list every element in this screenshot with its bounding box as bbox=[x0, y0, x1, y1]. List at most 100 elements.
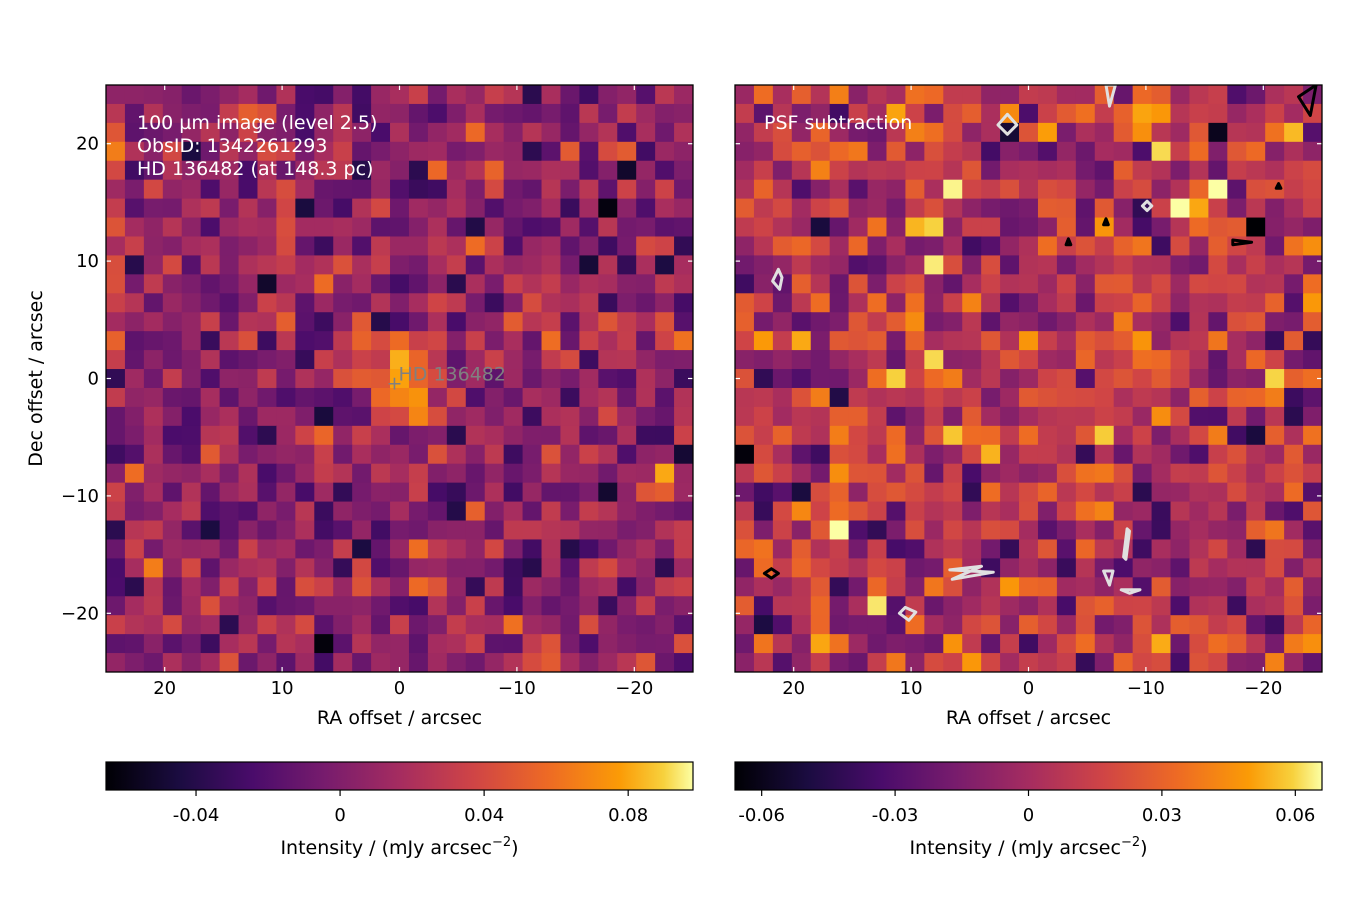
heatmap-cell bbox=[772, 369, 793, 389]
heatmap-cell bbox=[238, 577, 259, 597]
heatmap-cell bbox=[200, 520, 221, 541]
heatmap-cell bbox=[484, 312, 505, 332]
heatmap-cell bbox=[753, 425, 774, 446]
heatmap-cell bbox=[1189, 653, 1209, 672]
heatmap-cell bbox=[390, 198, 410, 219]
heatmap-cell bbox=[503, 577, 524, 597]
heatmap-cell bbox=[465, 463, 486, 484]
heatmap-cell bbox=[1265, 653, 1285, 672]
heatmap-cell bbox=[753, 539, 774, 559]
heatmap-cell bbox=[295, 331, 315, 351]
heatmap-cell bbox=[735, 444, 755, 465]
heatmap-cell bbox=[655, 331, 675, 351]
heatmap-cell bbox=[181, 217, 202, 238]
heatmap-cell bbox=[735, 615, 755, 635]
heatmap-cell bbox=[772, 387, 793, 408]
heatmap-cell bbox=[333, 85, 353, 105]
heatmap-cell bbox=[1246, 444, 1266, 465]
heatmap-cell bbox=[333, 160, 353, 181]
heatmap-cell bbox=[314, 520, 334, 541]
heatmap-cell bbox=[810, 463, 831, 484]
heatmap-cell bbox=[829, 520, 850, 541]
heatmap-cell bbox=[219, 331, 240, 351]
heatmap-cell bbox=[181, 520, 202, 541]
heatmap-cell bbox=[1265, 406, 1285, 427]
heatmap-cell bbox=[1000, 653, 1020, 672]
heatmap-cell bbox=[162, 482, 183, 503]
heatmap-cell bbox=[560, 141, 580, 162]
heatmap-cell bbox=[522, 293, 543, 313]
heatmap-cell bbox=[867, 255, 888, 275]
heatmap-cell bbox=[219, 596, 240, 616]
heatmap-cell bbox=[522, 615, 543, 635]
heatmap-cell bbox=[257, 369, 278, 389]
heatmap-cell bbox=[981, 85, 1001, 105]
heatmap-cell bbox=[867, 236, 888, 257]
heatmap-cell bbox=[1189, 255, 1209, 275]
heatmap-cell bbox=[1151, 387, 1172, 408]
heatmap-cell bbox=[1075, 179, 1096, 200]
heatmap-cell bbox=[1303, 387, 1322, 408]
heatmap-cell bbox=[772, 103, 793, 124]
heatmap-cell bbox=[484, 406, 505, 427]
heatmap-cell bbox=[943, 520, 963, 541]
heatmap-cell bbox=[1189, 369, 1209, 389]
heatmap-cell bbox=[1227, 274, 1247, 294]
heatmap-cell bbox=[962, 615, 982, 635]
heatmap-cell bbox=[962, 103, 982, 124]
heatmap-cell bbox=[1170, 501, 1191, 522]
heatmap-cell bbox=[962, 520, 982, 541]
heatmap-cell bbox=[541, 122, 562, 143]
heatmap-cell bbox=[560, 615, 580, 635]
heatmap-cell bbox=[867, 369, 888, 389]
heatmap-cell bbox=[1151, 217, 1172, 238]
heatmap-cell bbox=[465, 406, 486, 427]
heatmap-cell bbox=[962, 217, 982, 238]
heatmap-cell bbox=[848, 103, 869, 124]
heatmap-cell bbox=[503, 425, 524, 446]
heatmap-cell bbox=[1019, 444, 1039, 465]
heatmap-cell bbox=[143, 634, 164, 654]
heatmap-cell bbox=[886, 406, 907, 427]
heatmap-cell bbox=[200, 350, 221, 370]
heatmap-cell bbox=[981, 406, 1001, 427]
heatmap-cell bbox=[1208, 406, 1228, 427]
heatmap-cell bbox=[257, 425, 278, 446]
heatmap-cell bbox=[276, 331, 296, 351]
heatmap-cell bbox=[352, 425, 372, 446]
heatmap-cell bbox=[1056, 634, 1077, 654]
heatmap-cell bbox=[829, 255, 850, 275]
heatmap-cell bbox=[598, 103, 618, 124]
heatmap-cell bbox=[1075, 293, 1096, 313]
heatmap-cell bbox=[1265, 293, 1285, 313]
heatmap-cell bbox=[867, 331, 888, 351]
heatmap-cell bbox=[390, 501, 410, 522]
heatmap-cell bbox=[943, 217, 963, 238]
contour-line bbox=[1297, 85, 1318, 117]
heatmap-cell bbox=[408, 369, 429, 389]
heatmap-cell bbox=[295, 520, 315, 541]
heatmap-cell bbox=[1265, 444, 1285, 465]
heatmap-cell bbox=[829, 501, 850, 522]
heatmap-cell bbox=[257, 406, 278, 427]
heatmap-cell bbox=[943, 122, 963, 143]
heatmap-cell bbox=[1000, 141, 1020, 162]
heatmap-cell bbox=[886, 255, 907, 275]
heatmap-cell bbox=[1227, 103, 1247, 124]
heatmap-cell bbox=[219, 501, 240, 522]
heatmap-cell bbox=[1170, 444, 1191, 465]
heatmap-cell bbox=[1170, 217, 1191, 238]
heatmap-cell bbox=[598, 331, 618, 351]
heatmap-cell bbox=[1019, 387, 1039, 408]
heatmap-cell bbox=[848, 482, 869, 503]
heatmap-cell bbox=[1113, 350, 1134, 370]
heatmap-cell bbox=[162, 103, 183, 124]
heatmap-cell bbox=[1000, 217, 1020, 238]
heatmap-cell bbox=[162, 179, 183, 200]
heatmap-cell bbox=[867, 160, 888, 181]
heatmap-cell bbox=[390, 482, 410, 503]
heatmap-cell bbox=[617, 350, 637, 370]
heatmap-cell bbox=[238, 387, 259, 408]
heatmap-cell bbox=[484, 141, 505, 162]
right-panel: 20 10 0 −10 −20 PSF subtraction RA offset / … bbox=[734, 84, 1323, 729]
